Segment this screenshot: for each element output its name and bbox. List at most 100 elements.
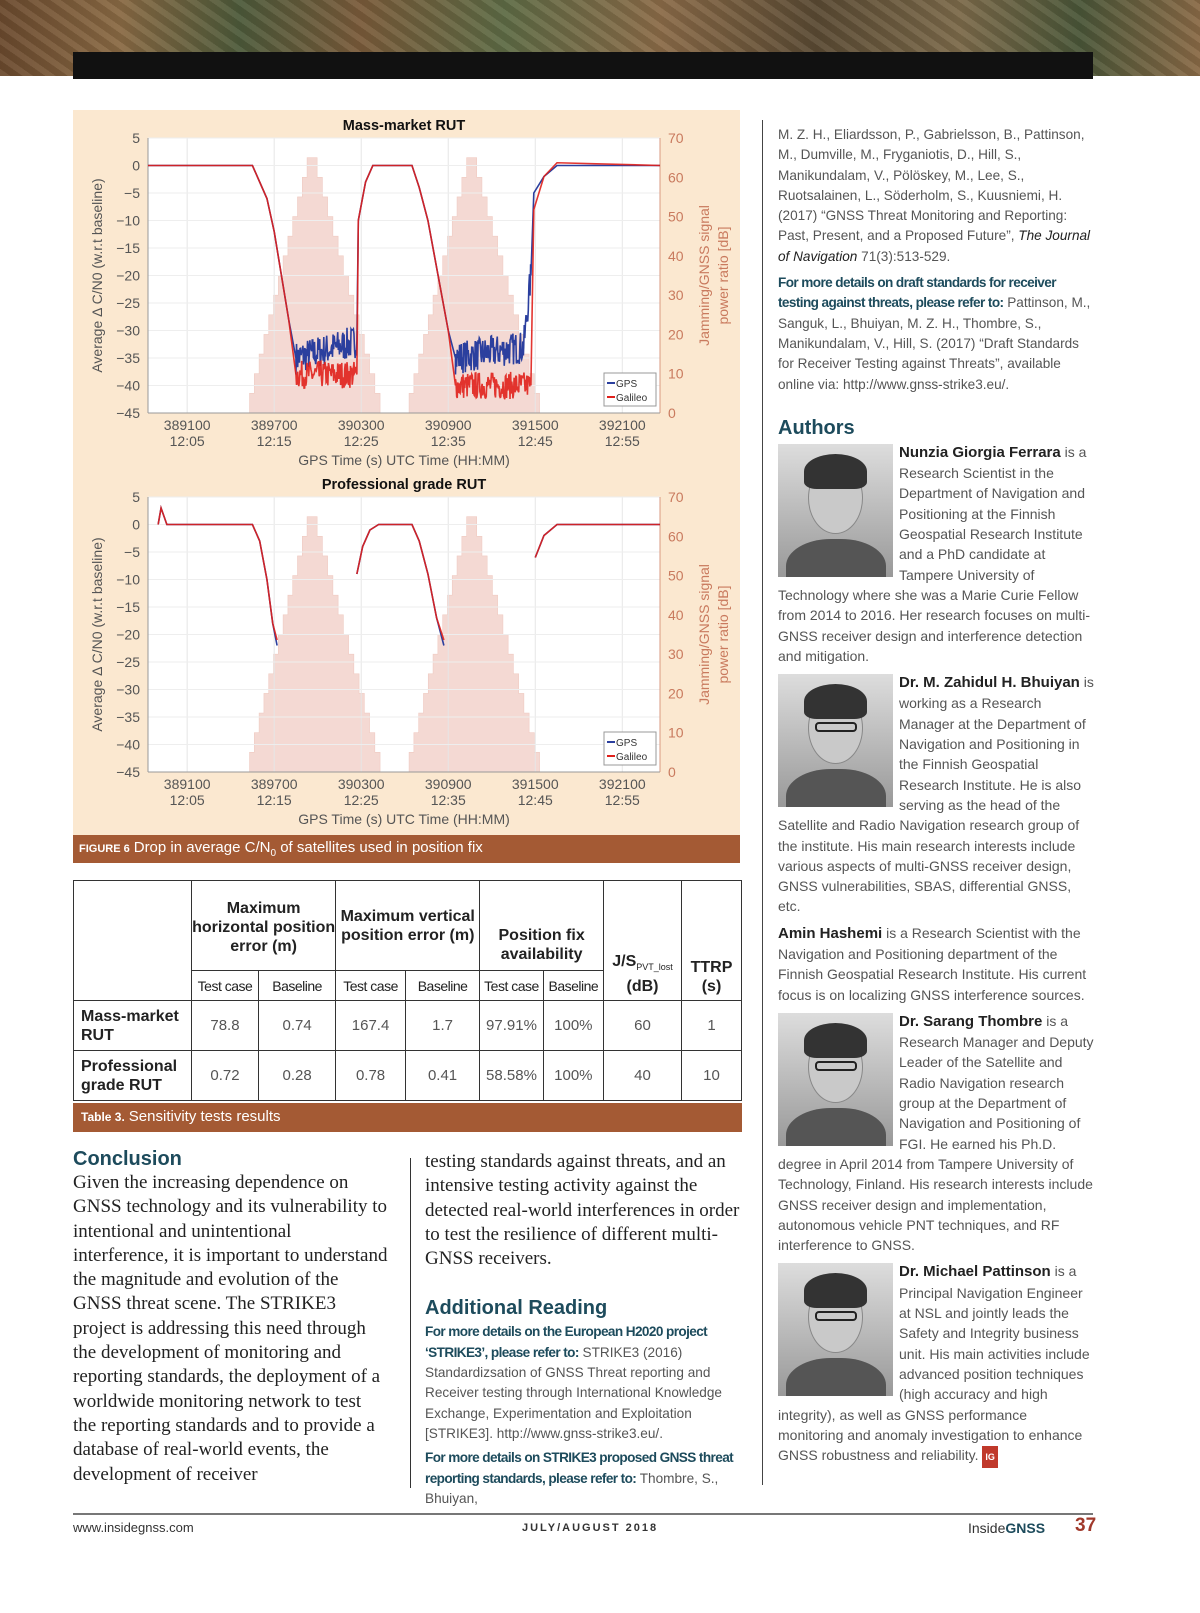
figure-charts: 38910012:0538970012:1539030012:253909001…	[89, 118, 731, 827]
group-header: Position fix availability	[479, 880, 604, 971]
ref-lead: For more details on STRIKE3 proposed GNS…	[425, 1450, 734, 1486]
x-tick-label: 389700	[251, 776, 298, 792]
row-header: Mass-market RUT	[73, 1000, 192, 1051]
subheader-cell: Test case	[335, 970, 406, 1001]
journal-title: The Journal of Navigation	[778, 228, 1091, 264]
author-photo	[778, 674, 893, 808]
subheader-cell: Baseline	[542, 970, 605, 1001]
authors-heading: Authors	[778, 416, 855, 439]
author-bio: Dr. Michael Pattinson is a Principal Nav…	[778, 1261, 1094, 1469]
x-axis-label: GPS Time (s) UTC Time (HH:MM)	[298, 452, 510, 468]
author-photo	[778, 443, 893, 577]
author-photo	[778, 1263, 893, 1397]
jamming-profile	[249, 516, 381, 773]
ttrp-unit: (s)	[701, 978, 722, 995]
y-tick-label: −40	[116, 378, 140, 394]
column-divider	[762, 120, 763, 1485]
table-cell: 1.7	[404, 1000, 481, 1051]
table-label: Table 3.	[81, 1110, 125, 1124]
figure-caption: FIGURE 6 Drop in average C/N0 of satellit…	[73, 835, 740, 863]
x-tick-label: 389100	[164, 776, 211, 792]
table-cell: 1	[681, 1000, 742, 1051]
y-right-tick-label: 40	[668, 607, 684, 623]
y-tick-label: −15	[116, 240, 140, 256]
y-tick-label: −30	[116, 323, 140, 339]
x-tick-label: 392100	[599, 417, 646, 433]
ref-text: Thombre, S., Bhuiyan,	[425, 1470, 719, 1506]
author-name: Dr. M. Zahidul H. Bhuiyan	[899, 674, 1080, 692]
x-tick-label: 392100	[599, 776, 646, 792]
ref-text: STRIKE3 (2016) Standardizsation of GNSS …	[425, 1344, 722, 1441]
author-photo	[778, 1012, 893, 1146]
series-line-galileo	[148, 161, 661, 400]
js-sub: PVT_lost	[636, 962, 673, 972]
table-cell: 0.28	[257, 1050, 337, 1101]
y-tick-label: 5	[132, 130, 140, 146]
caption-text: Drop in average C/N	[133, 839, 271, 856]
x-tick-label: 390300	[338, 776, 385, 792]
author-name: Dr. Michael Pattinson	[899, 1263, 1051, 1281]
series-line-galileo	[157, 504, 278, 641]
y-tick-label: −20	[116, 627, 140, 643]
x-axis-label: GPS Time (s) UTC Time (HH:MM)	[298, 811, 510, 827]
y-tick-label: −15	[116, 599, 140, 615]
footer-rule	[73, 1513, 1093, 1515]
legend-label: GPS	[616, 379, 637, 390]
y-tick-label: 5	[132, 489, 140, 505]
jamming-profile	[408, 516, 540, 773]
brand-gnss: GNSS	[1005, 1520, 1046, 1536]
table-row: Mass-market RUT 78.8 0.74 167.4 1.7 97.91% 100…	[73, 1000, 742, 1051]
x-tick-time: 12:05	[170, 433, 205, 449]
table-cell: 60	[603, 1000, 682, 1051]
ttrp-label: TTRP	[690, 959, 733, 976]
x-tick-label: 390300	[338, 417, 385, 433]
table-cell: 0.41	[404, 1050, 481, 1101]
end-mark-icon: IG	[982, 1446, 998, 1469]
y-tick-label: −5	[124, 544, 140, 560]
conclusion-text: Given the increasing dependence on GNSS …	[73, 1172, 388, 1485]
author-bio: Dr. M. Zahidul H. Bhuiyan is working as …	[778, 672, 1094, 917]
table-cell: 78.8	[191, 1000, 259, 1051]
table-cell: 100%	[542, 1000, 605, 1051]
x-tick-time: 12:45	[518, 433, 553, 449]
x-tick-label: 389100	[164, 417, 211, 433]
y-right-tick-label: 20	[668, 685, 684, 701]
author-name: Amin Hashemi	[778, 924, 883, 942]
y-right-tick-label: 70	[668, 489, 684, 505]
y-right-tick-label: 60	[668, 169, 684, 185]
column-3: M. Z. H., Eliardsson, P., Gabrielsson, B…	[778, 125, 1094, 1474]
corner-cell	[73, 880, 192, 1001]
author-text: is a Principal Navigation Engineer at NS…	[778, 1263, 1090, 1464]
reference-3: For more details on draft standards for …	[778, 273, 1094, 395]
subheader-cell: Test case	[191, 970, 259, 1001]
table-cell: 100%	[542, 1050, 605, 1101]
subheader-cell: Baseline	[257, 970, 337, 1001]
legend	[603, 372, 657, 407]
y-right-tick-label: 60	[668, 528, 684, 544]
x-tick-label: 390900	[425, 417, 472, 433]
reading-heading: Additional Reading	[425, 1297, 608, 1320]
y-right-tick-label: 40	[668, 248, 684, 264]
table-row: Professional grade RUT 0.72 0.28 0.78 0.41 58…	[73, 1050, 742, 1101]
x-tick-time: 12:45	[518, 792, 553, 808]
footer-brand: InsideGNSS	[968, 1520, 1045, 1536]
author-name: Nunzia Giorgia Ferrara	[899, 443, 1061, 461]
y-right-axis-label: power ratio [dB]	[715, 585, 731, 683]
reference-2: For more details on STRIKE3 proposed GNS…	[425, 1448, 745, 1509]
conclusion-heading: Conclusion	[73, 1148, 182, 1170]
js-label: J/S	[612, 952, 637, 970]
y-right-tick-label: 70	[668, 130, 684, 146]
header-bar	[73, 52, 1093, 79]
group-header: Maximum vertical position error (m)	[335, 880, 481, 971]
y-tick-label: −5	[124, 185, 140, 201]
footer-issue: JULY/AUGUST 2018	[522, 1522, 659, 1534]
sensitivity-table: Maximum horizontal position error (m) Ma…	[73, 880, 742, 1131]
y-right-tick-label: 30	[668, 287, 684, 303]
ref-volume: 71(3):513-529.	[857, 248, 951, 264]
y-right-tick-label: 10	[668, 366, 684, 382]
footer-url[interactable]: www.insidegnss.com	[73, 1520, 194, 1535]
figure-label: FIGURE 6	[79, 843, 130, 855]
y-tick-label: −45	[116, 405, 140, 421]
table-cell: 167.4	[335, 1000, 406, 1051]
author-bio: Nunzia Giorgia Ferrara is a Research Sci…	[778, 442, 1094, 666]
